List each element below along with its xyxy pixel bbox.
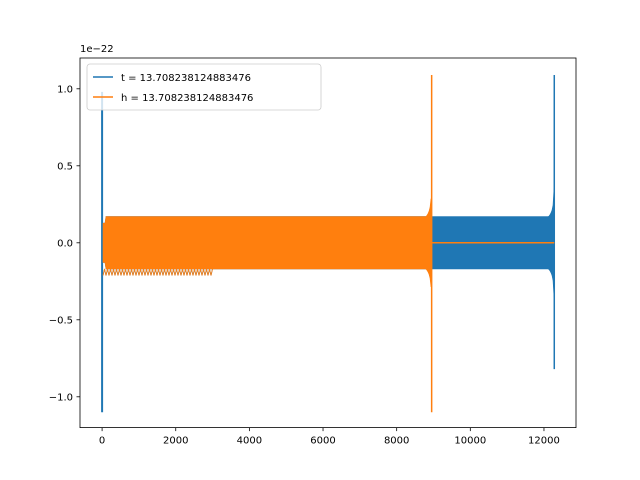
legend: t = 13.708238124883476 h = 13.70823812488… [86,63,322,111]
series-2-oscillation-edge [102,268,213,276]
x-axis: 0 2000 4000 6000 8000 10000 12000 [99,427,560,447]
y-axis: 1.0 0.5 0.0 −0.5 −1.0 [49,84,80,403]
legend-label: t = 13.708238124883476 [121,73,251,84]
x-tick-label: 2000 [163,436,188,447]
x-tick-label: 4000 [237,436,262,447]
y-offset-text: 1e−22 [80,44,114,55]
x-tick-label: 12000 [528,436,560,447]
x-tick-label: 0 [99,436,105,447]
x-tick-label: 6000 [310,436,335,447]
x-tick-label: 10000 [454,436,486,447]
y-tick-label: −0.5 [49,315,73,326]
y-tick-label: −1.0 [49,392,73,403]
plot-content [101,74,556,413]
y-tick-label: 1.0 [57,84,73,95]
legend-label: h = 13.708238124883476 [121,93,253,104]
y-tick-label: 0.0 [57,238,73,249]
y-tick-label: 0.5 [57,161,73,172]
legend-box [86,63,322,111]
x-tick-label: 8000 [384,436,409,447]
